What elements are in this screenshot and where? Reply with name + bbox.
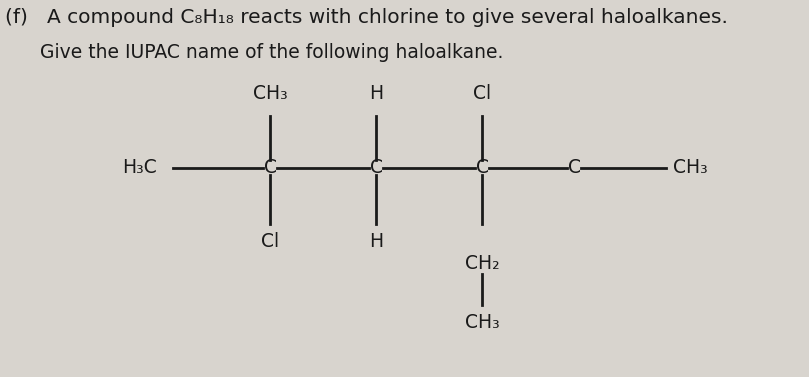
Text: H₃C: H₃C [122, 158, 157, 177]
Text: C: C [370, 158, 383, 177]
Text: Cl: Cl [261, 232, 279, 251]
Text: H: H [369, 232, 383, 251]
Text: H: H [369, 84, 383, 103]
Text: CH₃: CH₃ [252, 84, 287, 103]
Text: CH₃: CH₃ [465, 313, 500, 332]
Text: C: C [568, 158, 581, 177]
Text: Give the IUPAC name of the following haloalkane.: Give the IUPAC name of the following hal… [40, 43, 504, 62]
Text: C: C [264, 158, 277, 177]
Text: Cl: Cl [473, 84, 491, 103]
Text: CH₃: CH₃ [673, 158, 708, 177]
Text: (f)   A compound C₈H₁₈ reacts with chlorine to give several haloalkanes.: (f) A compound C₈H₁₈ reacts with chlorin… [5, 8, 728, 27]
Text: C: C [476, 158, 489, 177]
Text: CH₂: CH₂ [465, 254, 500, 273]
